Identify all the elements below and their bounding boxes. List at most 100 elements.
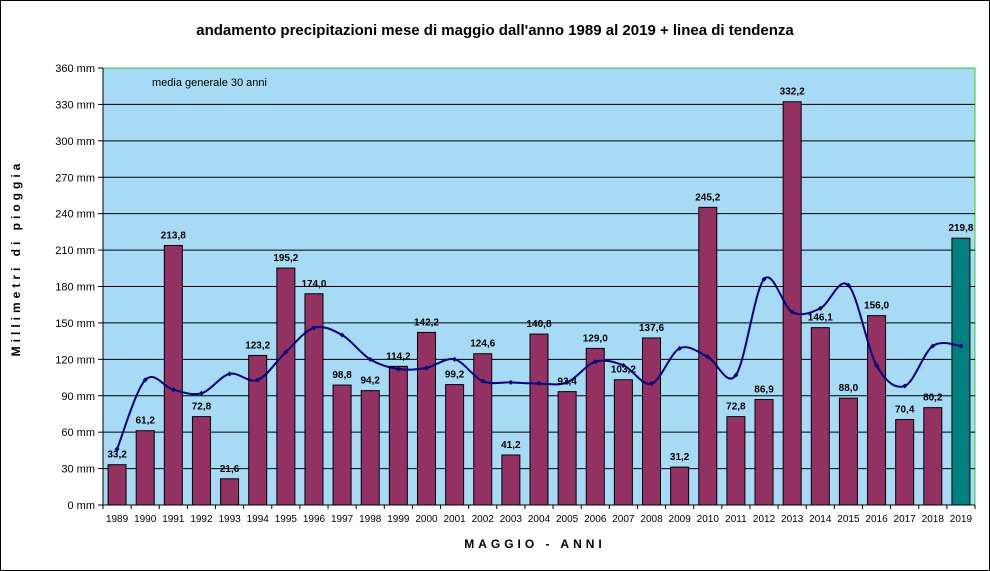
trend-point-2000 xyxy=(423,365,429,371)
x-tick-label-2008: 2008 xyxy=(640,514,663,525)
y-tick-label: 210 mm xyxy=(55,245,95,257)
x-tick-label-1990: 1990 xyxy=(134,514,157,525)
trend-point-2018 xyxy=(930,343,936,349)
x-tick-label-2004: 2004 xyxy=(528,514,551,525)
bar-2009 xyxy=(670,466,690,506)
chart-title: andamento precipitazioni mese di maggio … xyxy=(196,22,794,39)
trend-point-1994 xyxy=(255,377,261,383)
value-label-2019: 219,8 xyxy=(948,223,973,234)
bar-1990 xyxy=(135,430,155,506)
x-tick-label-1992: 1992 xyxy=(190,514,213,525)
bars xyxy=(107,101,971,506)
trend-point-1997 xyxy=(339,332,345,338)
bar-2008 xyxy=(642,337,662,506)
x-tick-label-2017: 2017 xyxy=(894,514,917,525)
x-tick-label-1996: 1996 xyxy=(303,514,326,525)
x-tick-label-1994: 1994 xyxy=(247,514,270,525)
trend-point-2004 xyxy=(536,381,542,387)
x-tick-label-2001: 2001 xyxy=(443,514,466,525)
y-tick-label: 30 mm xyxy=(61,464,95,476)
x-tick-label-1997: 1997 xyxy=(331,514,354,525)
bar-1993 xyxy=(220,478,240,506)
bar-2003 xyxy=(501,454,521,506)
y-tick-label: 150 mm xyxy=(55,318,95,330)
x-tick-label-2009: 2009 xyxy=(669,514,692,525)
bar-1992 xyxy=(191,416,211,506)
x-tick-label-1989: 1989 xyxy=(106,514,129,525)
bar-2004 xyxy=(529,333,549,506)
trend-point-2013 xyxy=(789,309,795,315)
x-tick-label-2019: 2019 xyxy=(950,514,973,525)
y-tick-label: 180 mm xyxy=(55,282,95,294)
value-label-2005: 93,4 xyxy=(557,377,577,388)
bar-1995 xyxy=(276,267,296,506)
value-label-1997: 98,8 xyxy=(332,370,352,381)
trend-point-2006 xyxy=(592,359,598,365)
trend-point-2007 xyxy=(620,362,626,368)
value-label-2018: 80,2 xyxy=(923,393,943,404)
trend-point-2005 xyxy=(564,379,570,385)
value-label-2002: 124,6 xyxy=(470,339,495,350)
value-label-2015: 88,0 xyxy=(839,383,859,394)
x-tick-label-1998: 1998 xyxy=(359,514,382,525)
bar-2006 xyxy=(585,347,605,506)
bar-1999 xyxy=(388,365,408,506)
trend-point-1989 xyxy=(114,446,120,452)
bar-2015 xyxy=(838,397,858,506)
y-tick-label: 270 mm xyxy=(55,172,95,184)
value-label-2001: 99,2 xyxy=(445,370,465,381)
value-label-2010: 245,2 xyxy=(695,192,720,203)
bar-2018 xyxy=(923,407,943,506)
bar-1998 xyxy=(360,390,380,506)
bar-2019 xyxy=(951,237,971,506)
value-label-1989: 33,2 xyxy=(107,450,127,461)
bar-1997 xyxy=(332,384,352,506)
value-label-1995: 195,2 xyxy=(273,253,298,264)
bar-2014 xyxy=(810,327,830,506)
value-label-1996: 174,0 xyxy=(301,279,326,290)
value-label-2017: 70,4 xyxy=(895,405,915,416)
trend-point-1996 xyxy=(311,325,317,331)
x-tick-label-2003: 2003 xyxy=(500,514,523,525)
x-tick-label-2013: 2013 xyxy=(781,514,804,525)
trend-point-2003 xyxy=(508,379,514,385)
y-tick-label: 360 mm xyxy=(55,63,95,75)
value-label-1993: 21,6 xyxy=(220,464,240,475)
y-tick-label: 0 mm xyxy=(68,500,96,512)
bar-2011 xyxy=(726,416,746,506)
value-label-2006: 129,0 xyxy=(583,333,608,344)
bar-2012 xyxy=(754,399,774,506)
value-label-1994: 123,2 xyxy=(245,340,270,351)
y-tick-label: 240 mm xyxy=(55,209,95,221)
trend-point-2009 xyxy=(677,345,683,351)
bar-2007 xyxy=(613,379,633,506)
value-label-2014: 146,1 xyxy=(808,313,833,324)
y-axis-title: Millimetri di pioggia xyxy=(9,160,23,357)
bar-1989 xyxy=(107,464,127,506)
x-tick-label-2015: 2015 xyxy=(837,514,860,525)
x-tick-label-2000: 2000 xyxy=(415,514,438,525)
x-axis-title: MAGGIO - ANNI xyxy=(464,537,606,551)
x-tick-label-2006: 2006 xyxy=(584,514,607,525)
trend-point-2014 xyxy=(817,305,823,311)
trend-point-2015 xyxy=(845,282,851,288)
trend-point-1995 xyxy=(283,349,289,355)
y-tick-label: 300 mm xyxy=(55,136,95,148)
average-note: media generale 30 anni xyxy=(152,77,267,89)
x-tick-label-2002: 2002 xyxy=(472,514,495,525)
trend-point-1990 xyxy=(142,377,148,383)
trend-point-2010 xyxy=(705,354,711,360)
trend-point-1998 xyxy=(367,356,373,362)
x-tick-label-2007: 2007 xyxy=(612,514,635,525)
trend-point-2016 xyxy=(874,362,880,368)
x-axis-ticks: 1989 1990 1991 1992 1993 1994 1995 1996 1997 1998… xyxy=(102,505,976,525)
x-tick-label-2010: 2010 xyxy=(697,514,720,525)
x-tick-label-1995: 1995 xyxy=(275,514,298,525)
x-tick-label-2016: 2016 xyxy=(865,514,888,525)
value-label-2003: 41,2 xyxy=(501,440,521,451)
value-label-1998: 94,2 xyxy=(360,376,380,387)
trend-point-2012 xyxy=(761,276,767,282)
trend-point-2008 xyxy=(649,381,655,387)
bar-1991 xyxy=(163,244,183,506)
value-label-2013: 332,2 xyxy=(780,87,805,98)
